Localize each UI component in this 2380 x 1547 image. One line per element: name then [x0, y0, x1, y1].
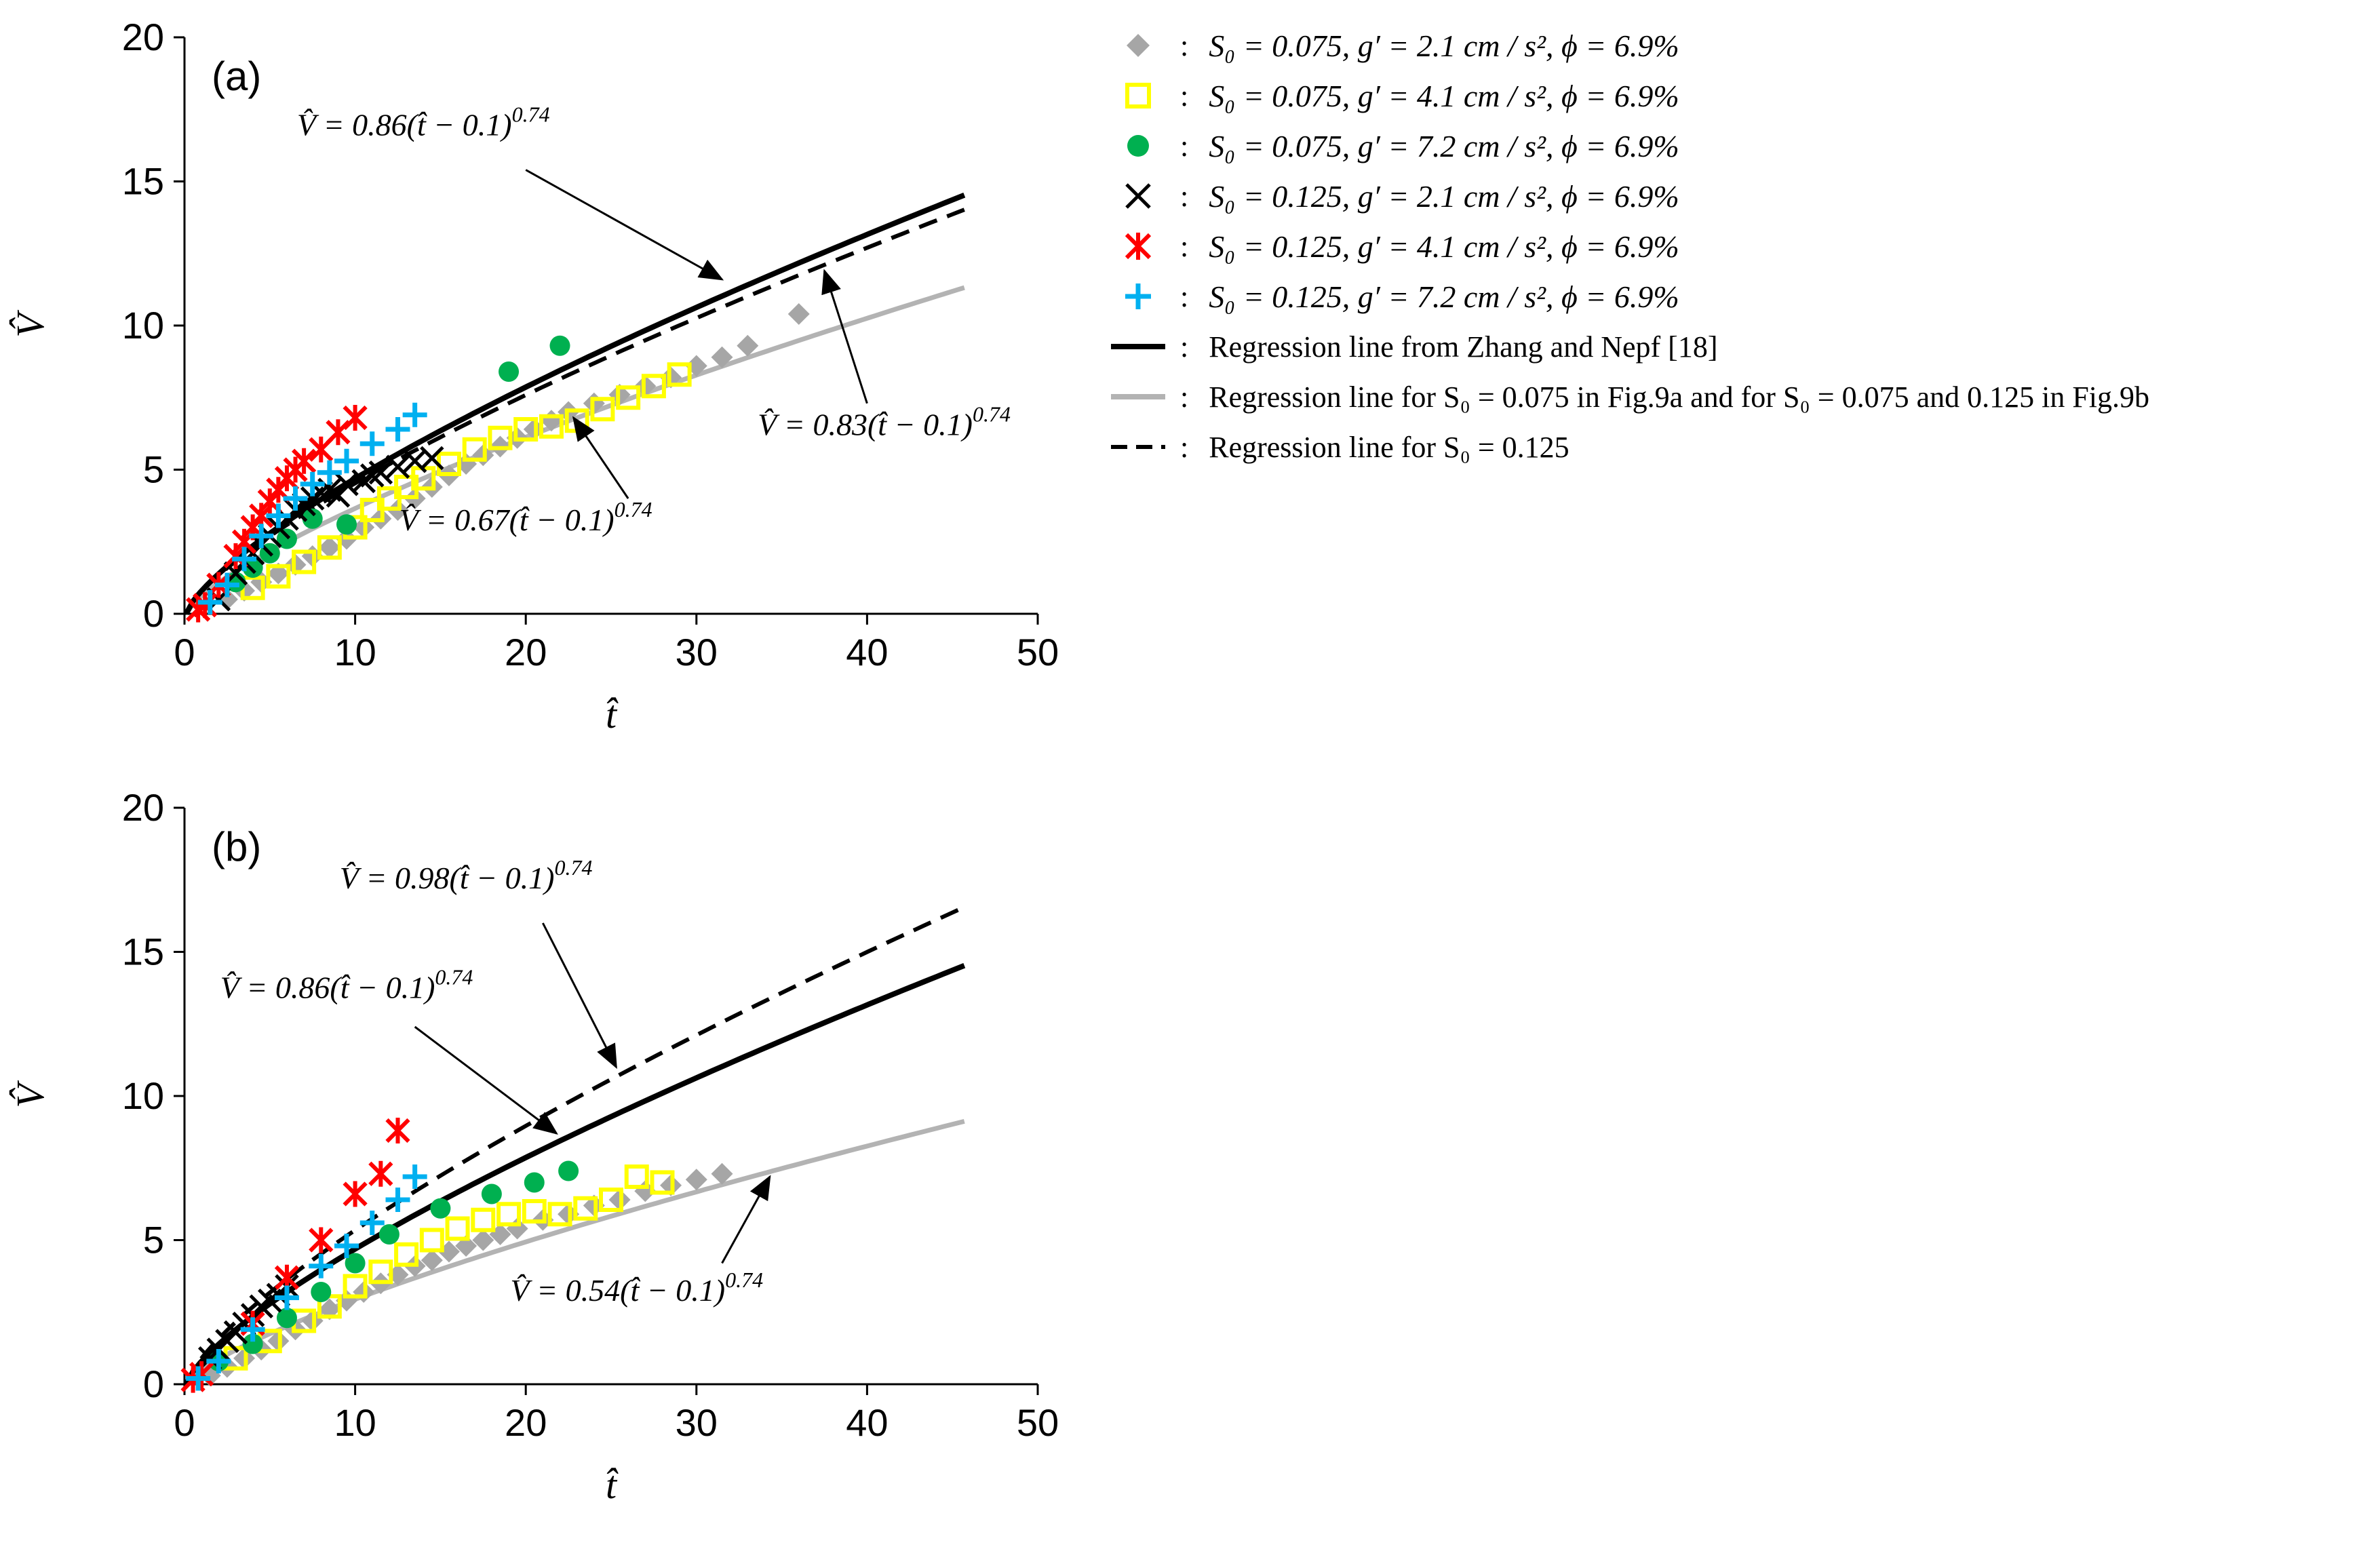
legend-label: Regression line for S₀ = 0.125 — [1209, 430, 1569, 464]
annotation-equation: V̂ = 0.86(t̂ − 0.1)0.74 — [220, 965, 473, 1005]
x-axis-title: t̂ — [606, 1463, 619, 1507]
chart-a: 0 10 20 30 40 50 0 5 10 15 20 t̂ V̂ (a) V̂ = 0.86(t̂ −… — [8, 16, 1059, 737]
plus-icon — [1106, 276, 1171, 317]
annotation-equation: V̂ = 0.83(t̂ − 0.1)0.74 — [758, 402, 1011, 442]
series-s0-0125-g-41 — [180, 1118, 410, 1393]
panel-b: 0 10 20 30 40 50 0 5 10 15 20 t̂ V̂ (b) V̂ = 0.98(t̂ −… — [0, 777, 1194, 1547]
legend-item: : S₀ = 0.075, g′ = 2.1 cm / s², ϕ = 6.9% — [1106, 20, 2374, 71]
legend-item: : Regression line for S₀ = 0.125 — [1106, 422, 2374, 472]
regression-s0-0125-dashed — [184, 905, 966, 1386]
panel-a: 0 10 20 30 40 50 0 5 10 15 20 t̂ V̂ (a) V̂ = 0.86(t̂ −… — [0, 0, 1194, 770]
panel-tag: (a) — [212, 54, 261, 99]
legend-label: S₀ = 0.075, g′ = 2.1 cm / s², ϕ = 6.9% — [1209, 28, 1679, 63]
legend-label: S₀ = 0.075, g′ = 7.2 cm / s², ϕ = 6.9% — [1209, 128, 1679, 163]
diamond-icon — [1106, 25, 1171, 66]
annotation-arrow — [542, 922, 617, 1070]
x-tick-label: 30 — [676, 631, 718, 673]
x-tick-label: 10 — [334, 1401, 376, 1444]
annotation-equation: V̂ = 0.98(t̂ − 0.1)0.74 — [340, 855, 593, 895]
legend: : S₀ = 0.075, g′ = 2.1 cm / s², ϕ = 6.9%:… — [1106, 20, 2374, 472]
line-solid-icon — [1106, 326, 1171, 367]
series-s0-0075-g-41 — [223, 1164, 675, 1371]
x-tick-label: 40 — [846, 631, 888, 673]
legend-separator: : — [1180, 129, 1189, 163]
legend-separator: : — [1180, 79, 1189, 113]
line-solid-icon — [1106, 376, 1171, 417]
series-s0-0125-g-72 — [197, 402, 427, 614]
y-axis-title: V̂ — [8, 309, 52, 338]
legend-label: S₀ = 0.075, g′ = 4.1 cm / s², ϕ = 6.9% — [1209, 78, 1679, 113]
annotation-arrow — [721, 1175, 771, 1264]
legend-item: : S₀ = 0.125, g′ = 2.1 cm / s², ϕ = 6.9% — [1106, 171, 2374, 221]
x-tick-label: 0 — [174, 631, 195, 673]
annotation-equation: V̂ = 0.54(t̂ − 0.1)0.74 — [510, 1268, 763, 1308]
tick-labels: 0 10 20 30 40 50 0 5 10 15 20 — [122, 786, 1059, 1444]
legend-item: : S₀ = 0.125, g′ = 4.1 cm / s², ϕ = 6.9% — [1106, 221, 2374, 271]
legend-item: : S₀ = 0.075, g′ = 4.1 cm / s², ϕ = 6.9% — [1106, 71, 2374, 121]
regression-zhang-nepf-solid — [183, 962, 966, 1386]
y-tick-label: 0 — [143, 1363, 164, 1405]
legend-label: S₀ = 0.125, g′ = 4.1 cm / s², ϕ = 6.9% — [1209, 229, 1679, 264]
x-icon — [1106, 176, 1171, 216]
x-tick-label: 50 — [1017, 631, 1059, 673]
legend-label: S₀ = 0.125, g′ = 7.2 cm / s², ϕ = 6.9% — [1209, 279, 1679, 314]
legend-separator: : — [1180, 430, 1189, 464]
x-tick-label: 40 — [846, 1401, 888, 1444]
legend-label: Regression line for S₀ = 0.075 in Fig.9a… — [1209, 380, 2150, 414]
legend-separator: : — [1180, 28, 1189, 62]
annotation-arrow — [525, 169, 724, 281]
annotation-arrow — [572, 416, 629, 499]
axes — [174, 36, 1039, 625]
x-tick-label: 50 — [1017, 1401, 1059, 1444]
annotation-arrow — [414, 1025, 558, 1135]
x-tick-label: 0 — [174, 1401, 195, 1444]
x-tick-label: 30 — [676, 1401, 718, 1444]
tick-labels: 0 10 20 30 40 50 0 5 10 15 20 — [122, 16, 1059, 673]
legend-separator: : — [1180, 279, 1189, 313]
axes — [174, 806, 1039, 1395]
y-tick-label: 0 — [143, 592, 164, 635]
series-s0-0075-g-72 — [208, 1160, 579, 1371]
x-tick-label: 20 — [505, 631, 547, 673]
legend-item: : S₀ = 0.075, g′ = 7.2 cm / s², ϕ = 6.9% — [1106, 121, 2374, 171]
regression-s0-both-gray — [184, 1119, 965, 1386]
square-open-icon — [1106, 75, 1171, 116]
y-axis-title: V̂ — [8, 1080, 52, 1108]
series-s0-0125-g-72 — [186, 1164, 427, 1391]
y-tick-label: 15 — [122, 160, 164, 203]
legend-item: : S₀ = 0.125, g′ = 7.2 cm / s², ϕ = 6.9% — [1106, 271, 2374, 321]
x-axis-title: t̂ — [606, 692, 619, 737]
y-tick-label: 5 — [143, 1219, 164, 1261]
legend-label: S₀ = 0.125, g′ = 2.1 cm / s², ϕ = 6.9% — [1209, 178, 1679, 214]
series-s0-0075-g-72 — [225, 335, 570, 593]
line-dashed-icon — [1106, 427, 1171, 467]
y-tick-label: 10 — [122, 304, 164, 347]
x-tick-label: 10 — [334, 631, 376, 673]
legend-item: : Regression line for S₀ = 0.075 in Fig.9… — [1106, 372, 2374, 422]
regression-s0-0125-dashed — [184, 208, 965, 615]
legend-separator: : — [1180, 229, 1189, 263]
legend-separator: : — [1180, 330, 1189, 364]
annotation-equation: V̂ = 0.86(t̂ − 0.1)0.74 — [297, 102, 550, 142]
y-tick-label: 5 — [143, 448, 164, 491]
chart-b: 0 10 20 30 40 50 0 5 10 15 20 t̂ V̂ (b) V̂ = 0.98(t̂ −… — [8, 786, 1059, 1507]
y-tick-label: 20 — [122, 786, 164, 829]
legend-label: Regression line from Zhang and Nepf [18] — [1209, 330, 1718, 364]
annotation-arrow — [821, 269, 868, 404]
y-tick-label: 20 — [122, 16, 164, 58]
legend-separator: : — [1180, 179, 1189, 213]
annotation-equation: V̂ = 0.67(t̂ − 0.1)0.74 — [399, 497, 652, 537]
asterisk-icon — [1106, 226, 1171, 267]
y-tick-label: 15 — [122, 931, 164, 973]
legend-item: : Regression line from Zhang and Nepf [18… — [1106, 321, 2374, 372]
circle-icon — [1106, 125, 1171, 166]
panel-tag: (b) — [212, 824, 261, 869]
x-tick-label: 20 — [505, 1401, 547, 1444]
y-tick-label: 10 — [122, 1074, 164, 1117]
legend-separator: : — [1180, 380, 1189, 414]
